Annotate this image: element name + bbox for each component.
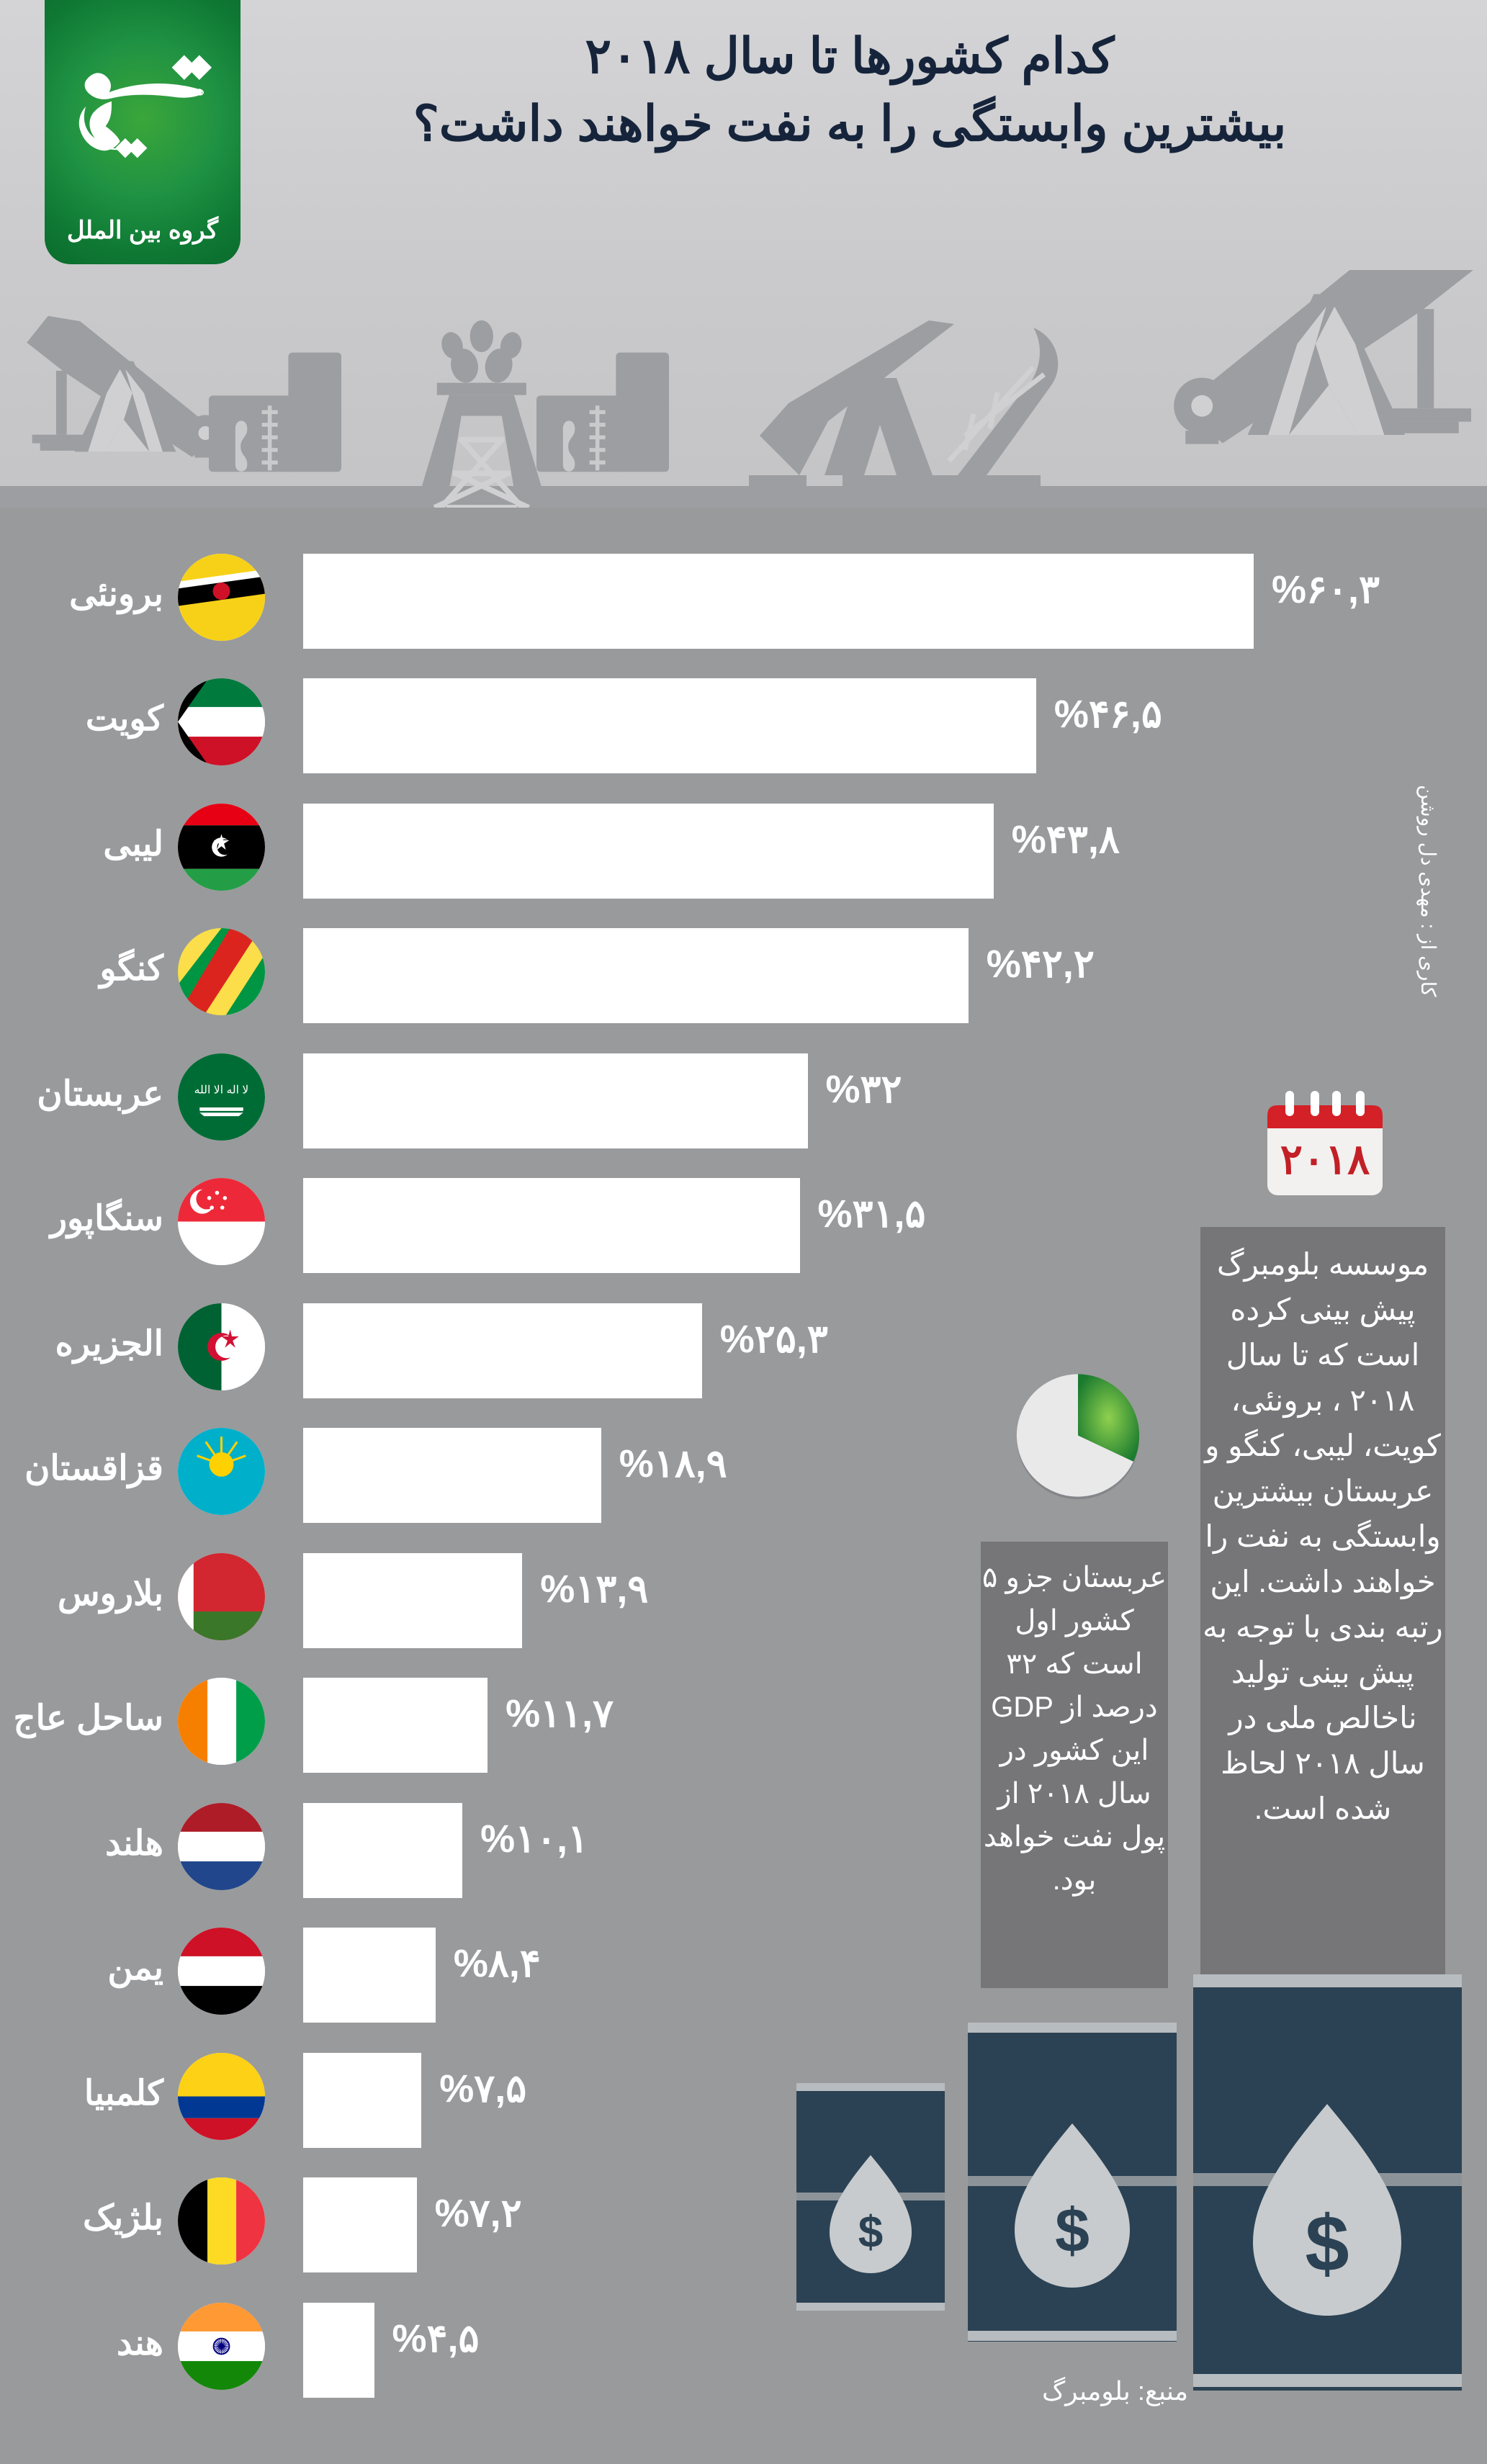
svg-text:$: $ — [1305, 2200, 1349, 2288]
svg-text:$: $ — [1055, 2196, 1090, 2265]
svg-text:۲۰۱۸: ۲۰۱۸ — [1280, 1136, 1370, 1183]
svg-text:$: $ — [858, 2208, 883, 2257]
